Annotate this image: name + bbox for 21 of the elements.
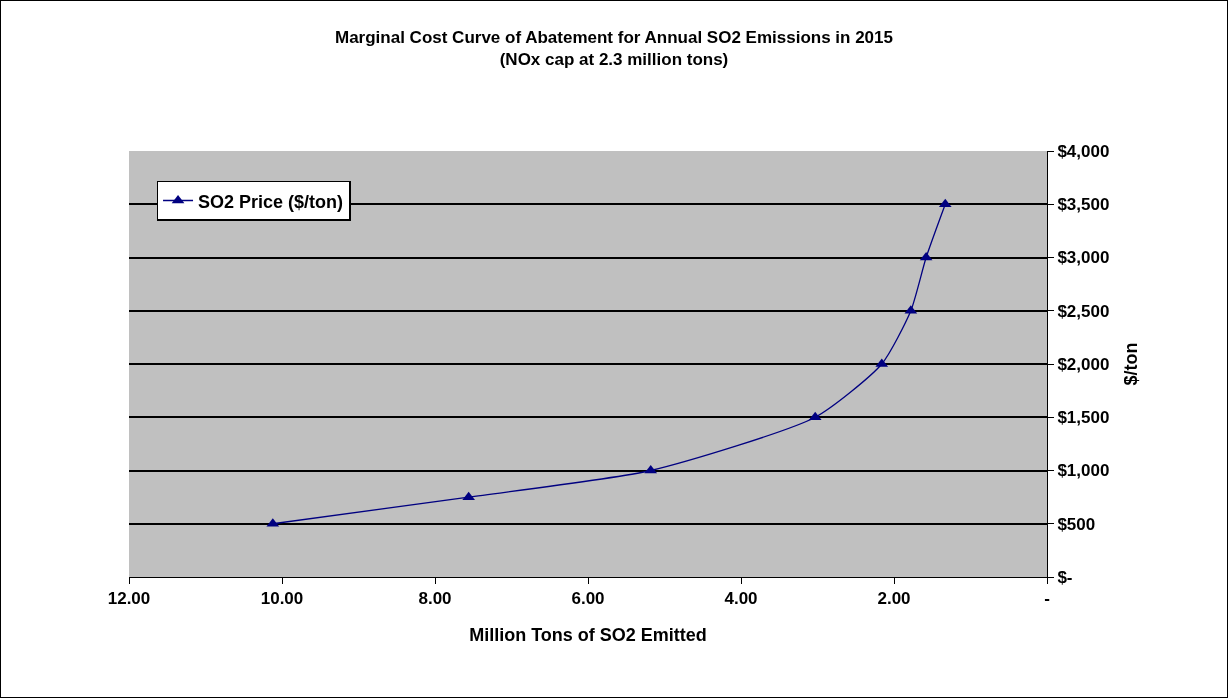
chart-title: Marginal Cost Curve of Abatement for Annual SO2 Emissions in 2015	[335, 27, 893, 47]
y-tick-label: $1,000	[1057, 461, 1110, 481]
legend-label: SO2 Price ($/ton)	[198, 191, 344, 212]
chart-subtitle: (NOx cap at 2.3 million tons)	[499, 49, 729, 69]
x-tick-label: 4.00	[724, 589, 758, 609]
x-tick-label: 10.00	[260, 589, 304, 609]
x-tick-label: 12.00	[107, 589, 151, 609]
x-tick-label: -	[1044, 589, 1050, 609]
x-tick-label: 6.00	[571, 589, 605, 609]
x-tick-label: 2.00	[877, 589, 911, 609]
y-tick-label: $3,500	[1057, 195, 1110, 215]
y-tick-label: $2,000	[1057, 354, 1110, 374]
y-tick-label: $1,500	[1057, 408, 1110, 428]
y-tick-label: $2,500	[1057, 301, 1110, 321]
y-tick-label: $500	[1057, 514, 1096, 534]
y-tick-label: $4,000	[1057, 141, 1110, 161]
y-tick-label: $3,000	[1057, 248, 1110, 268]
y-tick-label: $-	[1057, 567, 1073, 587]
x-tick-label: 8.00	[418, 589, 452, 609]
x-axis-title: Million Tons of SO2 Emitted	[469, 624, 707, 645]
y-axis-title: $/ton	[1120, 342, 1141, 386]
